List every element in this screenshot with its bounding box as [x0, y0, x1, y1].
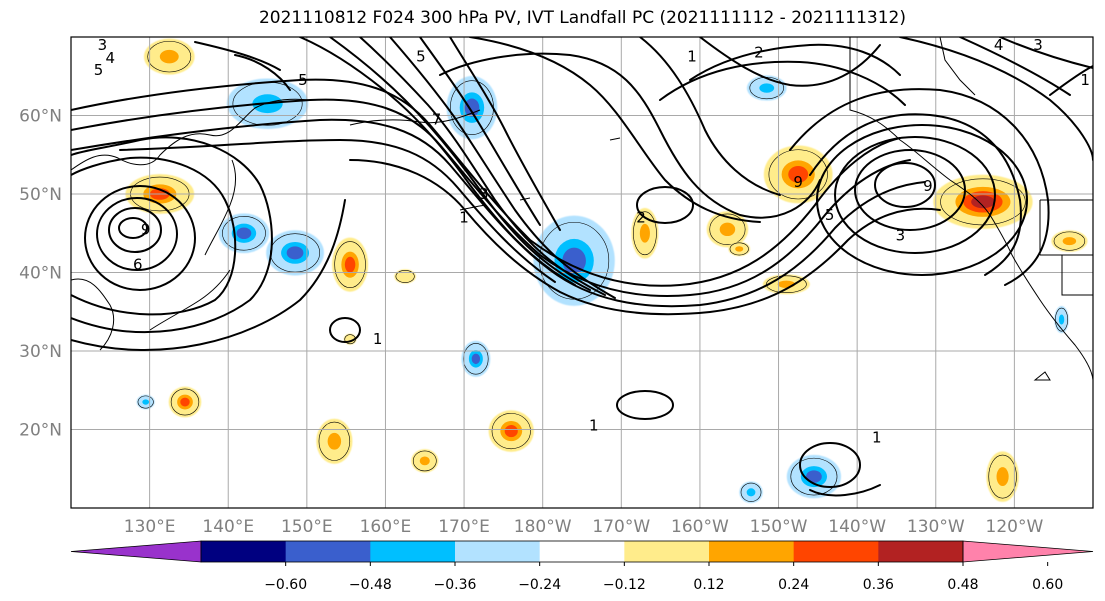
colorbar-segment [878, 541, 964, 562]
contour-label: 1 [872, 428, 882, 446]
pv-contours [71, 37, 1093, 497]
contour-label: 4 [106, 49, 116, 67]
colorbar-segment [201, 541, 287, 562]
shaded-feature [762, 274, 810, 295]
longitude-tick-labels: 130°E 140°E 150°E 160°E 170°E 180°W 170°W 160°W… [124, 517, 1044, 537]
shaded-feature [168, 386, 202, 418]
contour-label: 6 [133, 256, 143, 274]
colorbar-segment [539, 541, 625, 562]
shaded-feature [933, 174, 1033, 229]
contour-label: 1 [589, 417, 599, 435]
shaded-feature [1054, 306, 1069, 334]
contour-label: 2 [636, 209, 646, 227]
lon-tick-label: 180°W [514, 517, 572, 537]
contour-label: 9 [141, 220, 151, 238]
lon-tick-label: 140°W [828, 517, 886, 537]
shaded-feature [226, 78, 309, 130]
shaded-feature [488, 410, 534, 452]
contour-label: 9 [793, 173, 803, 191]
colorbar-tick-label: −0.48 [349, 577, 392, 593]
shaded-feature [739, 481, 763, 504]
contour-label: 1 [1080, 71, 1090, 89]
colorbar-extend-low [70, 540, 202, 563]
contour-label: 5 [416, 48, 426, 66]
colorbar-tick-label: −0.12 [603, 577, 646, 593]
shaded-feature [218, 213, 270, 254]
shaded-feature [533, 215, 615, 306]
lon-tick-label: 150°W [750, 517, 808, 537]
colorbar-segment [455, 541, 541, 562]
shaded-feature [394, 269, 416, 284]
shaded-feature [316, 418, 353, 464]
contour-label: 2 [754, 44, 764, 62]
shaded-feature [986, 451, 1019, 502]
colorbar-extend-high [962, 540, 1094, 563]
colorbar-segment [709, 541, 795, 562]
contour-label: 1 [373, 330, 383, 348]
lat-tick-label: 30°N [19, 342, 62, 362]
colorbar-tick-labels: −0.60 −0.48 −0.36 −0.24 −0.12 0.12 0.24 0.36 0.4… [264, 562, 1063, 593]
lat-tick-label: 60°N [19, 107, 62, 127]
gridlines [71, 37, 1093, 508]
contour-label: 4 [994, 36, 1004, 54]
shaded-feature [411, 449, 439, 473]
contour-label: 9 [923, 177, 933, 195]
lon-tick-label: 120°W [986, 517, 1044, 537]
lon-tick-label: 140°E [202, 517, 254, 537]
colorbar-segment [793, 541, 879, 562]
lon-tick-label: 160°E [360, 517, 412, 537]
contour-label: 3 [98, 36, 108, 54]
colorbar-segment [285, 541, 371, 562]
contour-label: 1 [459, 209, 469, 227]
contour-label: 7 [432, 110, 442, 128]
colorbar-tick-label: −0.24 [518, 577, 561, 593]
lat-tick-label: 20°N [19, 421, 62, 441]
contour-label: 3 [1033, 36, 1043, 54]
colorbar-tick-label: 0.36 [863, 577, 894, 593]
colorbar [70, 540, 1094, 563]
contour-label: 3 [896, 227, 906, 245]
shaded-feature [266, 230, 324, 276]
lon-tick-label: 150°E [281, 517, 333, 537]
colorbar-tick-label: 0.60 [1032, 577, 1063, 593]
shaded-feature [143, 38, 195, 75]
contour-label: 3 [479, 185, 489, 203]
lat-tick-label: 40°N [19, 264, 62, 284]
map-title: 2021110812 F024 300 hPa PV, IVT Landfall… [258, 8, 906, 28]
contour-label: 5 [94, 61, 104, 79]
plot-frame [70, 36, 1094, 509]
colorbar-segment [370, 541, 456, 562]
latitude-tick-labels: 20°N 30°N 40°N 50°N 60°N [19, 107, 62, 441]
lon-tick-label: 170°E [438, 517, 490, 537]
contour-label: 1 [687, 48, 697, 66]
colorbar-tick-label: −0.60 [264, 577, 307, 593]
shaded-feature [728, 241, 751, 257]
colorbar-tick-label: 0.24 [778, 577, 809, 593]
contour-label: 5 [825, 206, 835, 224]
shaded-feature [461, 340, 491, 377]
contour-label: 5 [298, 71, 308, 89]
colorbar-segment [624, 541, 710, 562]
shaded-feature [136, 394, 155, 410]
lon-tick-label: 170°W [592, 517, 650, 537]
lon-tick-label: 130°W [907, 517, 965, 537]
colorbar-tick-label: 0.12 [693, 577, 724, 593]
lon-tick-label: 130°E [124, 517, 176, 537]
lon-tick-label: 160°W [671, 517, 729, 537]
shaded-feature [1051, 230, 1088, 252]
colorbar-tick-label: −0.36 [434, 577, 477, 593]
shaded-feature [332, 237, 369, 292]
colorbar-tick-label: 0.48 [947, 577, 978, 593]
lat-tick-label: 50°N [19, 185, 62, 205]
